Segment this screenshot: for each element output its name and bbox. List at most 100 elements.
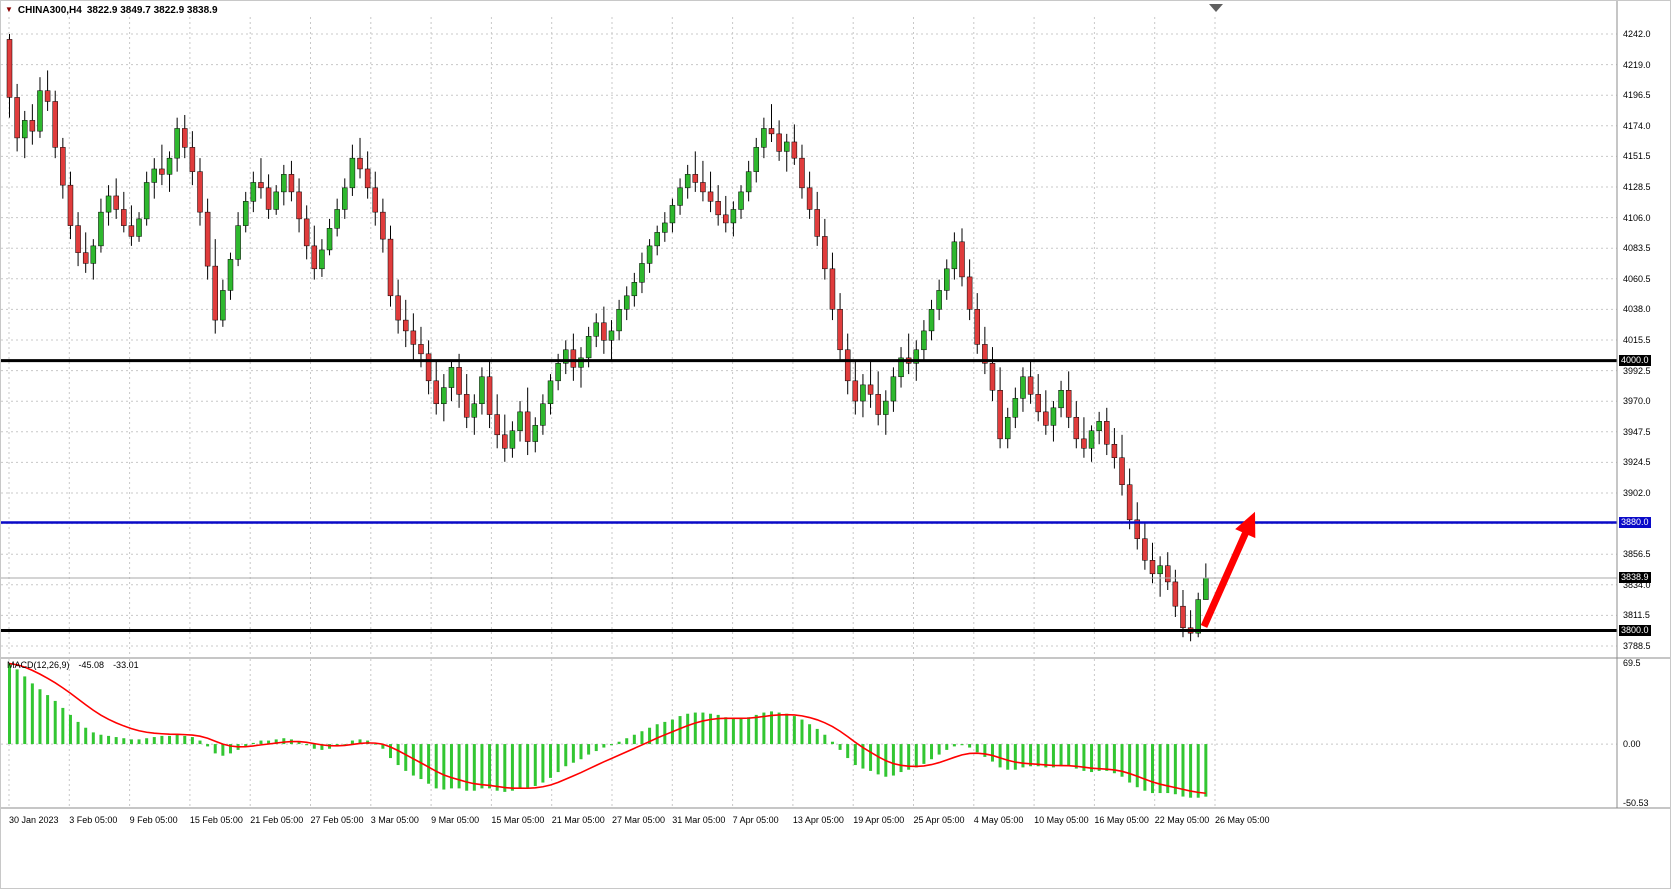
price-tick-label: 3856.5 — [1623, 549, 1651, 560]
price-tick-label: 4060.5 — [1623, 273, 1651, 284]
candle — [441, 374, 447, 422]
candle — [806, 171, 813, 219]
candle — [105, 185, 112, 226]
candle — [44, 70, 51, 111]
price-tick-label: 4219.0 — [1623, 59, 1651, 70]
price-axis[interactable]: 4242.0 4219.0 4196.5 4174.0 4151.5 4128.5 4106… — [1617, 1, 1670, 811]
time-label: 27 Feb 05:00 — [310, 815, 364, 825]
candle — [6, 34, 13, 118]
current-price-badge: 3838.9 — [1619, 572, 1651, 584]
candle — [128, 205, 135, 246]
chart-title: ▼ CHINA300,H4 3822.9 3849.7 3822.9 3838.… — [5, 3, 218, 17]
candle — [151, 158, 158, 199]
time-label: 26 May 05:00 — [1215, 815, 1270, 825]
candle — [113, 178, 119, 219]
time-label: 3 Feb 05:00 — [69, 815, 118, 825]
price-tick-label: 4174.0 — [1623, 120, 1651, 131]
candle — [357, 137, 363, 179]
candle — [776, 120, 782, 161]
candle — [479, 367, 485, 415]
candle — [334, 198, 340, 237]
candle — [448, 360, 455, 402]
candle — [75, 212, 81, 267]
candle — [1119, 434, 1125, 496]
symbol-dropdown-icon[interactable]: ▼ — [5, 5, 13, 14]
macd-tick-label: 0.00 — [1623, 739, 1641, 750]
candle — [456, 353, 462, 408]
candle — [738, 185, 744, 219]
candle — [563, 340, 569, 375]
candle — [768, 104, 775, 142]
price-tick-label: 3947.5 — [1623, 426, 1651, 437]
chart-shift-marker[interactable] — [1209, 4, 1223, 12]
macd-histogram — [8, 663, 1208, 798]
candle — [867, 360, 874, 408]
candle — [799, 144, 805, 199]
candle — [1050, 401, 1057, 442]
candle — [997, 367, 1003, 449]
macd-signal-value: -33.01 — [113, 660, 139, 670]
candle — [783, 133, 790, 172]
price-tick-label: 3834.0 — [1623, 579, 1651, 590]
candle — [822, 218, 828, 280]
candle — [486, 360, 493, 429]
candle — [509, 421, 516, 458]
grid — [1, 17, 1617, 807]
candle — [182, 114, 188, 159]
price-tick-label: 4242.0 — [1623, 29, 1651, 39]
macd-indicator-label: MACD(12,26,9) -45.08 -33.01 — [7, 660, 139, 670]
price-tick-label: 3811.5 — [1623, 610, 1650, 621]
candle — [281, 164, 287, 206]
candle — [288, 160, 295, 202]
candle — [1012, 387, 1019, 429]
candle — [707, 171, 714, 213]
candle — [1164, 552, 1171, 590]
time-label: 21 Mar 05:00 — [551, 815, 605, 825]
time-label: 7 Apr 05:00 — [732, 815, 779, 825]
candle — [98, 198, 104, 253]
price-badge-4000.0: 4000.0 — [1619, 355, 1651, 367]
time-label: 30 Jan 2023 — [9, 815, 59, 825]
candle — [204, 198, 211, 280]
candle — [212, 239, 218, 334]
candle — [1088, 425, 1095, 462]
candle — [425, 340, 432, 395]
time-label: 16 May 05:00 — [1094, 815, 1149, 825]
candle — [1134, 502, 1141, 550]
candle — [860, 374, 866, 418]
price-tick-label: 4083.5 — [1623, 243, 1651, 254]
candle — [82, 232, 89, 273]
candle — [143, 171, 150, 226]
symbol-label: CHINA300,H4 — [17, 4, 82, 16]
candle — [326, 218, 333, 256]
candle — [791, 124, 798, 165]
candle — [29, 104, 36, 145]
pane-separators — [1, 1, 1670, 809]
candle — [265, 174, 272, 219]
time-axis[interactable]: 30 Jan 2023 3 Feb 05:00 9 Feb 05:00 15 Feb … — [1, 807, 1617, 837]
candle — [730, 201, 737, 237]
candle — [1065, 371, 1072, 429]
time-label: 10 May 05:00 — [1034, 815, 1089, 825]
candle — [654, 225, 660, 256]
candle — [684, 164, 691, 199]
candle — [372, 171, 379, 226]
candle — [235, 212, 241, 267]
candle — [1073, 401, 1080, 449]
candle — [616, 299, 622, 341]
trend-arrow-annotation[interactable] — [1200, 511, 1256, 628]
candle — [242, 191, 249, 233]
candle — [1111, 428, 1118, 469]
candle — [578, 347, 584, 388]
candle — [1004, 407, 1011, 449]
candle — [1157, 556, 1163, 597]
candle — [166, 151, 173, 192]
candle — [989, 347, 996, 402]
time-label: 25 Apr 05:00 — [913, 815, 965, 825]
candle — [1081, 417, 1087, 458]
time-label: 13 Apr 05:00 — [792, 815, 844, 825]
candle — [631, 272, 638, 307]
candle — [883, 390, 889, 435]
candle — [944, 259, 950, 300]
